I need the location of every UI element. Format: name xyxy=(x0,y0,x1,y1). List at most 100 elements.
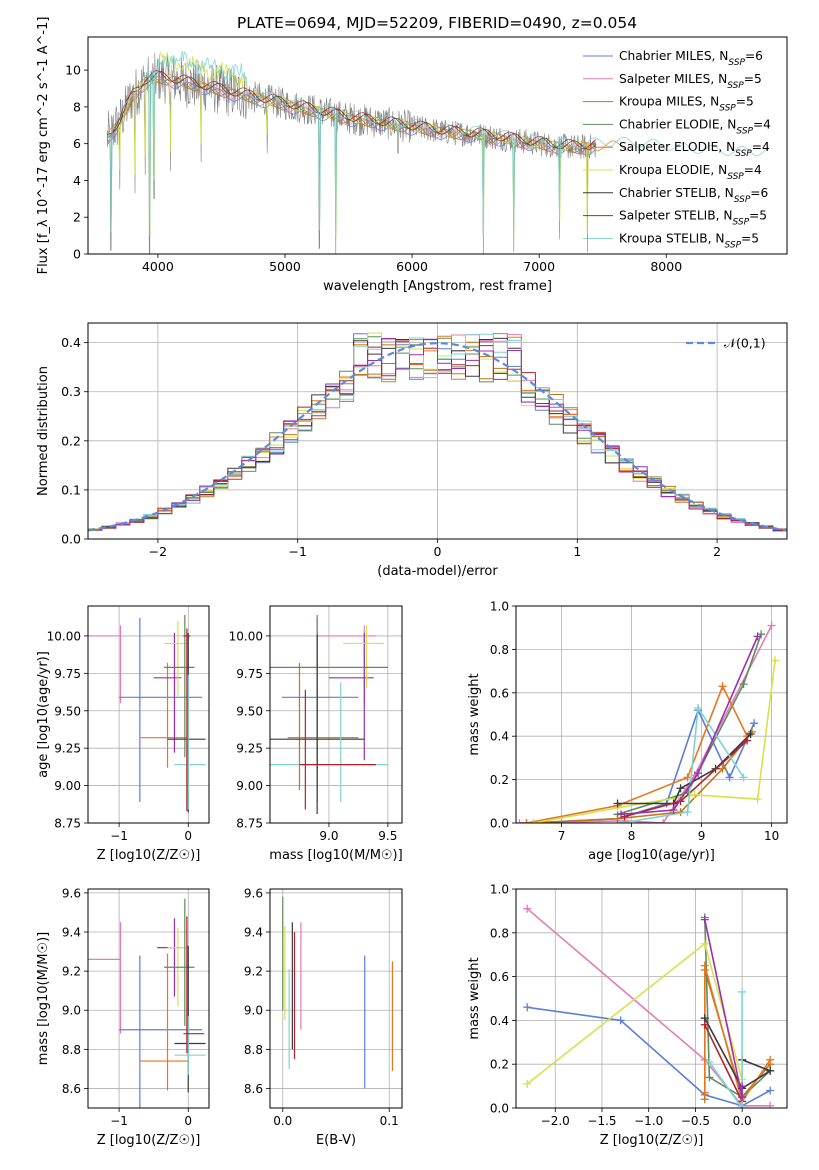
data-point xyxy=(164,614,195,758)
y-tick-label: 0.0 xyxy=(61,532,81,547)
weight-line xyxy=(533,660,776,823)
data-point xyxy=(299,689,377,810)
data-point xyxy=(88,625,122,704)
weight-marker xyxy=(766,1101,775,1108)
y-tick-label: 9.00 xyxy=(54,779,81,793)
weight-marker xyxy=(725,773,734,782)
x-axis-label: E(B-V) xyxy=(316,1133,356,1148)
weight-marker xyxy=(739,680,748,689)
y-tick-label: 8.8 xyxy=(62,1043,81,1057)
data-point xyxy=(343,625,385,689)
weight-marker xyxy=(700,1088,709,1097)
y-tick-label: 9.75 xyxy=(236,667,263,681)
x-axis-label: Z [log10(Z/Z☉)] xyxy=(97,848,201,863)
data-point xyxy=(174,674,206,810)
y-tick-label: 10 xyxy=(65,63,81,78)
y-tick-label: 9.25 xyxy=(54,742,81,756)
weight-marker xyxy=(738,987,747,996)
x-tick-label: 1 xyxy=(573,544,581,559)
weight-marker xyxy=(694,769,703,778)
weight-series xyxy=(700,961,775,1106)
x-tick-label: 2 xyxy=(713,544,721,559)
weight-line xyxy=(620,636,759,816)
legend: Chabrier MILES, NSSP=6 Salpeter MILES, NS… xyxy=(583,49,771,250)
weight-marker xyxy=(700,961,709,970)
y-tick-label: 4 xyxy=(73,173,81,188)
weight-series xyxy=(700,1014,775,1093)
weight-marker xyxy=(766,1055,775,1064)
x-tick-label: 4000 xyxy=(142,259,174,274)
weight-marker xyxy=(659,819,668,823)
weight-marker xyxy=(683,808,692,817)
weight-marker xyxy=(523,904,532,913)
y-tick-label: 8.8 xyxy=(244,1043,263,1057)
axes-frame xyxy=(87,888,210,1109)
weight-line xyxy=(704,1024,743,1102)
y-tick-label: 8.75 xyxy=(236,817,263,831)
x-tick-label: −0.5 xyxy=(681,1114,710,1128)
x-tick-label: −1 xyxy=(110,829,128,843)
weight-series xyxy=(700,915,747,1102)
weight-marker xyxy=(767,621,776,630)
y-tick-label: 0.3 xyxy=(61,384,81,399)
legend-label: Kroupa ELODIE, NSSP=4 xyxy=(619,163,762,182)
y-tick-label: 0.6 xyxy=(490,970,509,984)
weight-marker xyxy=(738,1082,747,1091)
legend: 𝒩(0,1) xyxy=(686,336,766,351)
y-tick-label: 9.4 xyxy=(244,926,263,940)
x-axis-label: Z [log10(Z/Z☉)] xyxy=(600,1133,704,1148)
weight-marker xyxy=(743,736,752,745)
x-tick-label: 9.5 xyxy=(378,829,397,843)
y-axis-label: age [log10(age/yr)] xyxy=(36,651,51,778)
weight-marker xyxy=(523,1003,532,1012)
legend-label: Salpeter MILES, NSSP=5 xyxy=(619,72,762,91)
residual-histogram xyxy=(88,338,787,531)
weight-line xyxy=(704,919,743,1098)
weight-line xyxy=(526,684,748,823)
y-tick-label: 8.75 xyxy=(54,817,81,831)
y-tick-label: 0.0 xyxy=(490,1102,509,1116)
weight-line xyxy=(519,625,773,823)
y-tick-label: 9.75 xyxy=(54,667,81,681)
weight-series xyxy=(617,703,748,823)
y-tick-label: 0.4 xyxy=(61,335,81,350)
weight-marker xyxy=(739,773,748,782)
x-axis-label: (data-model)/error xyxy=(377,564,498,579)
weight-marker xyxy=(700,915,709,924)
data-point xyxy=(183,916,205,1054)
legend-label: Chabrier STELIB, NSSP=6 xyxy=(619,186,768,205)
data-point xyxy=(174,1016,206,1075)
y-axis-label: Normed distribution xyxy=(36,366,51,496)
panel-age_vs_Z: −1 0 8.75 9.00 9.25 9.50 9.75 10.00 Z [log10(Z/Z… xyxy=(36,605,210,863)
y-tick-label: 0.2 xyxy=(490,773,509,787)
x-tick-label: −2 xyxy=(149,544,167,559)
panel-weight_vs_age: 7 8 9 10 0.0 0.2 0.4 0.6 0.8 1.0 age [log10(age/yr… xyxy=(467,600,788,863)
axes-frame xyxy=(515,605,788,824)
axes-frame xyxy=(87,605,210,824)
y-tick-label: 9.6 xyxy=(62,886,81,900)
weight-marker xyxy=(738,1104,747,1108)
y-tick-label: 0.8 xyxy=(490,643,509,657)
y-tick-label: 0.8 xyxy=(490,926,509,940)
y-tick-label: 0.0 xyxy=(490,817,509,831)
plot-area xyxy=(282,896,394,1089)
y-tick-label: 0.2 xyxy=(61,433,81,448)
weight-line xyxy=(704,965,771,1104)
panel-residuals: −2 −1 0 1 2 0.0 0.1 0.2 0.3 0.4 (data-model)/error… xyxy=(36,322,788,579)
x-axis-label: mass [log10(M/M☉)] xyxy=(269,848,402,863)
weight-marker xyxy=(690,790,699,799)
x-tick-label: −1 xyxy=(110,1114,128,1128)
y-tick-label: 0.1 xyxy=(61,482,81,497)
panel-spectrum: 4000 5000 6000 7000 8000 0 2 4 6 8 10 wavelength [A… xyxy=(36,17,788,294)
legend-label: Kroupa MILES, NSSP=5 xyxy=(619,95,754,114)
panel-mass_vs_Z: −1 0 8.6 8.8 9.0 9.2 9.4 9.6 Z [log10(Z/Z☉)] mass… xyxy=(36,886,210,1148)
legend-label: Kroupa STELIB, NSSP=5 xyxy=(619,231,759,250)
x-tick-label: 8 xyxy=(628,829,636,843)
weight-series xyxy=(617,632,762,819)
y-tick-label: 9.4 xyxy=(62,926,81,940)
weight-line xyxy=(533,731,753,823)
weight-marker xyxy=(705,1058,714,1067)
weight-marker xyxy=(746,730,755,739)
data-point xyxy=(183,628,191,812)
model-spectrum-line xyxy=(106,70,597,150)
